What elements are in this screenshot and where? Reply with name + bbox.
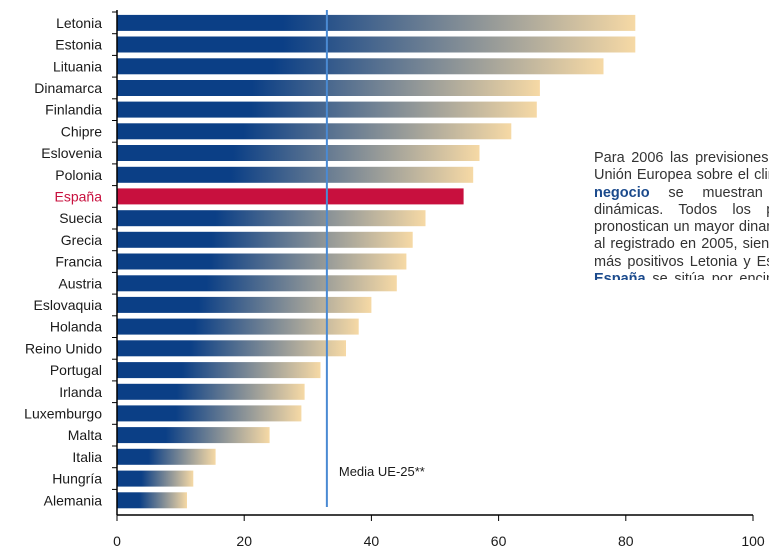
bar-suecia: [117, 210, 426, 227]
bar-reino-unido: [117, 340, 346, 357]
bar-alemania: [117, 492, 187, 509]
bar-portugal: [117, 362, 321, 379]
bar-eslovenia: [117, 145, 480, 161]
reference-line-label: Media UE-25**: [339, 464, 425, 479]
annotation-text-2: se muestran más dinámicas. Todos los paí…: [594, 184, 769, 270]
bar-chipre: [117, 123, 512, 140]
bar-grecia: [117, 231, 413, 248]
category-label-italia: Italia: [72, 449, 102, 465]
bar-holanda: [117, 318, 359, 335]
bar-italia: [117, 448, 216, 465]
bars-group: [117, 14, 636, 509]
x-tick-label-40: 40: [364, 533, 380, 549]
bar-letonia: [117, 14, 636, 31]
category-label-espana: España: [55, 188, 103, 204]
bar-dinamarca: [117, 80, 540, 96]
bar-estonia: [117, 36, 636, 53]
reference-line-group: Media UE-25**: [325, 10, 425, 507]
annotation-text-1: Para 2006 las previsiones de la Unión Eu…: [594, 150, 769, 184]
category-label-dinamarca: Dinamarca: [34, 80, 102, 96]
axes-group: [116, 10, 753, 516]
bar-polonia: [117, 166, 474, 183]
x-tick-label-0: 0: [113, 533, 121, 549]
category-label-irlanda: Irlanda: [59, 384, 102, 400]
category-label-hungria: Hungría: [52, 471, 102, 487]
x-ticks-group: 0 20 40 60 80 100: [113, 515, 765, 549]
annotation-text: Para 2006 las previsiones de la Unión Eu…: [594, 150, 769, 280]
category-label-holanda: Holanda: [50, 319, 102, 335]
annotation-text-3: se sitúa por encima de la media.: [652, 271, 769, 280]
category-label-alemania: Alemania: [44, 492, 103, 508]
category-label-polonia: Polonia: [55, 167, 102, 183]
bar-hungria: [117, 470, 194, 487]
bar-lituania: [117, 58, 604, 75]
category-label-luxemburgo: Luxemburgo: [24, 405, 102, 421]
annotation-bold-negocio: negocio: [594, 184, 650, 201]
bar-malta: [117, 427, 270, 444]
bar-irlanda: [117, 383, 305, 400]
x-tick-label-100: 100: [741, 533, 765, 549]
category-label-letonia: Letonia: [56, 15, 102, 31]
bar-austria: [117, 275, 397, 292]
x-tick-label-80: 80: [618, 533, 634, 549]
bar-luxemburgo: [117, 405, 302, 422]
category-label-suecia: Suecia: [59, 210, 102, 226]
x-tick-label-20: 20: [236, 533, 252, 549]
category-label-austria: Austria: [58, 275, 102, 291]
category-label-reino-unido: Reino Unido: [25, 340, 102, 356]
category-label-malta: Malta: [68, 427, 102, 443]
category-label-portugal: Portugal: [50, 362, 102, 378]
bar-espana: [117, 188, 464, 205]
bar-francia: [117, 253, 407, 270]
annotation-paragraph: Para 2006 las previsiones de la Unión Eu…: [594, 150, 769, 280]
category-label-finlandia: Finlandia: [45, 102, 102, 118]
category-label-eslovaquia: Eslovaquia: [34, 297, 103, 313]
category-label-francia: Francia: [55, 254, 102, 270]
category-label-chipre: Chipre: [61, 123, 102, 139]
category-label-grecia: Grecia: [61, 232, 102, 248]
category-label-eslovenia: Eslovenia: [41, 145, 102, 161]
bar-eslovaquia: [117, 296, 372, 313]
category-label-estonia: Estonia: [55, 37, 102, 53]
annotation-bold-espana: España: [594, 271, 646, 280]
x-tick-label-60: 60: [491, 533, 507, 549]
category-labels-group: Letonia Estonia Lituania Dinamarca Finlandia…: [24, 11, 117, 508]
category-label-lituania: Lituania: [53, 58, 102, 74]
